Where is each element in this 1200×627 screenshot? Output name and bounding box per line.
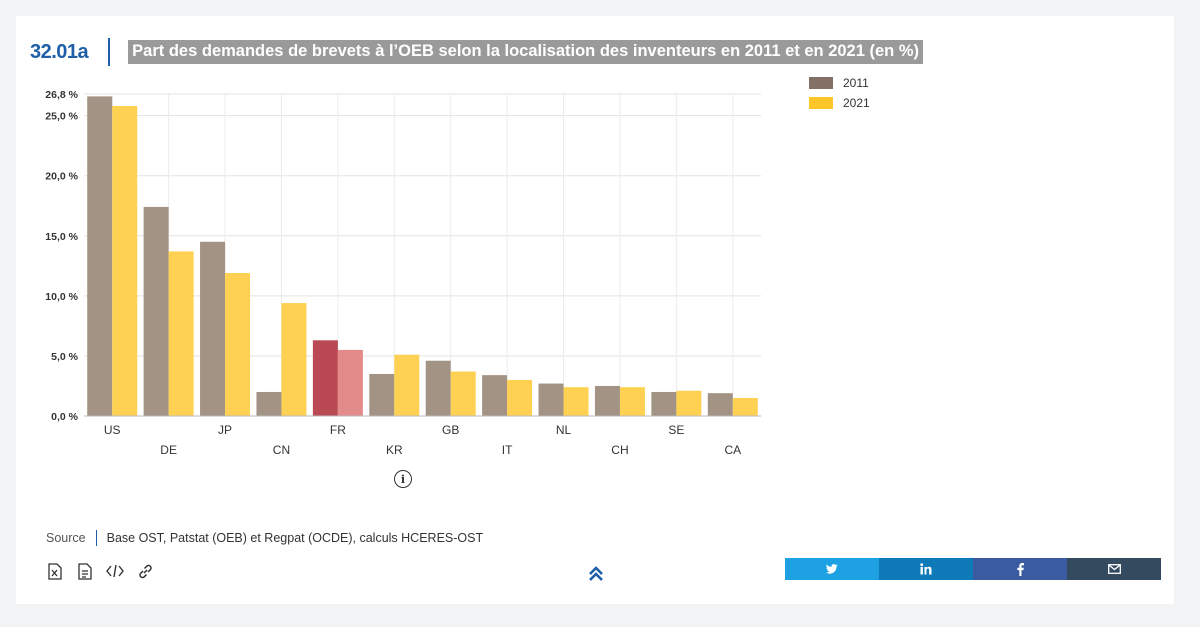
- bar-ca-2021: [732, 397, 758, 416]
- x-tick-label: NL: [556, 423, 572, 437]
- share-bar: [785, 558, 1161, 580]
- double-chevron-up-icon[interactable]: [586, 564, 606, 584]
- bar-de-2011: [143, 206, 169, 416]
- y-tick-label: 25,0 %: [45, 111, 78, 123]
- bar-us-2021: [112, 106, 138, 416]
- x-tick-label: SE: [668, 423, 684, 437]
- x-tick-label: US: [104, 423, 121, 437]
- link-icon[interactable]: [136, 562, 154, 580]
- x-tick-label: CA: [724, 443, 741, 457]
- bar-ch-2021: [619, 387, 645, 416]
- bar-gb-2021: [450, 371, 476, 416]
- chart-header: 32.01a Part des demandes de brevets à l’…: [30, 36, 923, 68]
- bar-fr-2011: [312, 340, 338, 416]
- bar-jp-2011: [200, 241, 226, 416]
- y-tick-label: 26,8 %: [45, 89, 78, 101]
- x-tick-label: JP: [218, 423, 232, 437]
- bar-jp-2021: [225, 273, 251, 416]
- source-line: Source Base OST, Patstat (OEB) et Regpat…: [46, 530, 483, 546]
- chart-code: 32.01a: [30, 40, 89, 63]
- info-icon[interactable]: i: [394, 470, 412, 488]
- y-tick-label: 20,0 %: [45, 171, 78, 183]
- bar-se-2011: [651, 391, 677, 416]
- bar-it-2011: [482, 375, 508, 416]
- x-tick-label: FR: [330, 423, 346, 437]
- bar-nl-2011: [538, 383, 564, 416]
- excel-file-icon[interactable]: [46, 562, 64, 580]
- y-tick-label: 0,0 %: [51, 411, 79, 423]
- x-tick-label: GB: [442, 423, 459, 437]
- bar-cn-2021: [281, 303, 307, 416]
- y-tick-label: 15,0 %: [45, 231, 78, 243]
- bar-us-2011: [87, 96, 113, 416]
- chart-legend[interactable]: 2011 2021: [809, 73, 870, 113]
- header-separator: [108, 38, 111, 66]
- y-tick-label: 10,0 %: [45, 291, 78, 303]
- bar-se-2021: [676, 390, 702, 416]
- y-tick-label: 5,0 %: [51, 351, 79, 363]
- x-tick-label: DE: [160, 443, 177, 457]
- legend-swatch-2011: [809, 77, 833, 89]
- facebook-icon[interactable]: [973, 558, 1067, 580]
- chart-title: Part des demandes de brevets à l’OEB sel…: [128, 40, 923, 64]
- legend-label-2021: 2021: [843, 96, 870, 110]
- bar-kr-2021: [394, 354, 420, 416]
- source-label: Source: [46, 531, 86, 545]
- source-text: Base OST, Patstat (OEB) et Regpat (OCDE)…: [106, 531, 484, 545]
- legend-item-2011[interactable]: 2011: [809, 73, 870, 93]
- bar-ch-2011: [594, 385, 620, 416]
- linkedin-icon[interactable]: [879, 558, 973, 580]
- toolbar: [46, 562, 154, 580]
- x-tick-label: IT: [502, 443, 513, 457]
- embed-code-icon[interactable]: [106, 562, 124, 580]
- bar-it-2021: [507, 379, 533, 416]
- bar-nl-2021: [563, 387, 589, 416]
- bar-cn-2011: [256, 391, 282, 416]
- bar-kr-2011: [369, 373, 395, 416]
- x-tick-label: CN: [273, 443, 290, 457]
- legend-item-2021[interactable]: 2021: [809, 93, 870, 113]
- chart-card: 32.01a Part des demandes de brevets à l’…: [16, 16, 1174, 604]
- legend-swatch-2021: [809, 97, 833, 109]
- bar-fr-2021: [337, 349, 363, 416]
- mail-icon[interactable]: [1067, 558, 1161, 580]
- document-icon[interactable]: [76, 562, 94, 580]
- x-tick-label: KR: [386, 443, 403, 457]
- twitter-icon[interactable]: [785, 558, 879, 580]
- bar-chart: 0,0 % 5,0 % 10,0 % 15,0 % 20,0 % 25,0 % 26,8 %…: [45, 89, 761, 457]
- bar-ca-2011: [707, 393, 733, 416]
- source-separator: [95, 530, 97, 546]
- bar-gb-2011: [425, 360, 451, 416]
- bar-de-2021: [168, 251, 194, 416]
- x-tick-label: CH: [611, 443, 628, 457]
- legend-label-2011: 2011: [843, 76, 869, 90]
